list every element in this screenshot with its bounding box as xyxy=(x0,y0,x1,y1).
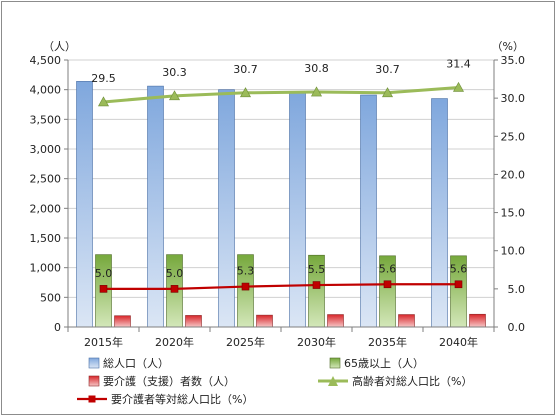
data-label-series-4: 5.5 xyxy=(308,263,326,276)
axes: （人） （%） 0 500 1,000 1,500 2,000 2,500 3,000 3,5… xyxy=(30,40,526,349)
legend: 総人口（人） 65歳以上（人） 要介護（支援）者数（人） 高齢者対総人口比（%） 要介護… xyxy=(77,356,472,406)
bar-series-2 xyxy=(398,314,415,328)
legend-swatch-2 xyxy=(88,375,100,387)
line-marker-4 xyxy=(454,280,463,289)
legend-label-0: 総人口（人） xyxy=(103,356,169,370)
right-axis-tick-label: 20.0 xyxy=(501,168,526,181)
left-axis-tick-label: 3,000 xyxy=(30,143,62,156)
data-label-series-4: 5.6 xyxy=(379,262,397,275)
line-marker-3 xyxy=(168,90,181,101)
left-axis-tick-label: 1,500 xyxy=(30,232,62,245)
legend-swatch-1 xyxy=(329,357,341,369)
left-axis-tick-label: 2,500 xyxy=(30,173,62,186)
right-axis-tick-label: 5.0 xyxy=(508,283,526,296)
line-marker-3 xyxy=(452,81,465,92)
legend-label-3: 高齢者対総人口比（%） xyxy=(352,374,472,388)
right-axis-tick-label: 25.0 xyxy=(501,130,526,143)
bar-series-2 xyxy=(327,314,344,328)
left-axis-tick-label: 0 xyxy=(54,321,61,334)
line-marker-4 xyxy=(383,280,392,289)
right-axis-tick-label: 35.0 xyxy=(501,54,526,67)
bar-series-0 xyxy=(289,91,306,328)
legend-label-1: 65歳以上（人） xyxy=(344,357,424,370)
data-label-series-3: 30.8 xyxy=(304,62,329,75)
bar-series-0 xyxy=(76,81,93,328)
x-axis-tick-label: 2035年 xyxy=(368,335,407,349)
right-axis-tick-label: 10.0 xyxy=(501,245,526,258)
bar-series-0 xyxy=(147,85,164,328)
data-label-series-4: 5.0 xyxy=(95,267,113,280)
data-label-series-4: 5.0 xyxy=(166,267,184,280)
data-label-series-3: 29.5 xyxy=(91,72,116,85)
legend-marker-4 xyxy=(88,395,96,403)
line-marker-4 xyxy=(312,281,321,289)
data-labels: 29.5 30.3 30.7 30.8 30.7 31.4 5.0 5.0 5.3 5.5 5.6 5… xyxy=(91,57,471,279)
x-axis-tick-label: 2015年 xyxy=(84,335,123,349)
bar-series-2 xyxy=(185,315,202,328)
bar-series-2 xyxy=(256,314,273,328)
line-marker-3 xyxy=(381,87,394,98)
bar-series-2 xyxy=(469,313,486,328)
left-axis-tick-label: 4,000 xyxy=(30,84,62,97)
data-label-series-3: 31.4 xyxy=(446,57,471,70)
left-axis-tick-label: 2,000 xyxy=(30,202,62,215)
left-axis-tick-label: 4,500 xyxy=(30,54,62,67)
gridlines xyxy=(68,59,494,298)
line-marker-4 xyxy=(170,285,179,293)
left-axis-unit: （人） xyxy=(43,40,76,53)
data-label-series-3: 30.7 xyxy=(375,63,400,76)
bar-series-0 xyxy=(360,94,377,328)
legend-label-2: 要介護（支援）者数（人） xyxy=(103,374,235,388)
data-label-series-3: 30.7 xyxy=(233,63,258,76)
x-axis-tick-label: 2025年 xyxy=(226,335,265,349)
data-label-series-4: 5.6 xyxy=(450,262,468,275)
line-marker-4 xyxy=(241,282,250,291)
left-axis-tick-label: 1,000 xyxy=(30,262,62,275)
line-series-3 xyxy=(103,85,459,104)
right-axis-unit: （%） xyxy=(492,40,524,53)
line-marker-3 xyxy=(97,96,110,107)
legend-marker-3 xyxy=(328,376,338,386)
line-series-4 xyxy=(103,283,459,290)
x-axis-tick-label: 2020年 xyxy=(155,335,194,349)
right-axis-tick-label: 0.0 xyxy=(508,321,526,334)
right-axis-tick-label: 30.0 xyxy=(501,92,526,105)
right-axis-tick-label: 15.0 xyxy=(501,207,526,220)
x-axis-tick-label: 2030年 xyxy=(297,335,336,349)
legend-label-4: 要介護者等対総人口比（%） xyxy=(111,392,253,406)
data-label-series-4: 5.3 xyxy=(237,265,255,278)
bar-series-0 xyxy=(218,89,235,328)
data-label-series-3: 30.3 xyxy=(162,66,187,79)
bars xyxy=(76,81,486,328)
legend-swatch-0 xyxy=(88,357,100,369)
bar-series-2 xyxy=(114,315,131,328)
lines xyxy=(97,81,465,293)
line-marker-3 xyxy=(310,86,323,97)
line-marker-4 xyxy=(99,285,108,293)
line-marker-3 xyxy=(239,87,252,98)
bar-series-0 xyxy=(431,98,448,328)
left-axis-tick-label: 500 xyxy=(40,291,61,304)
left-axis-tick-label: 3,500 xyxy=(30,113,62,126)
x-axis-tick-label: 2040年 xyxy=(439,335,478,349)
